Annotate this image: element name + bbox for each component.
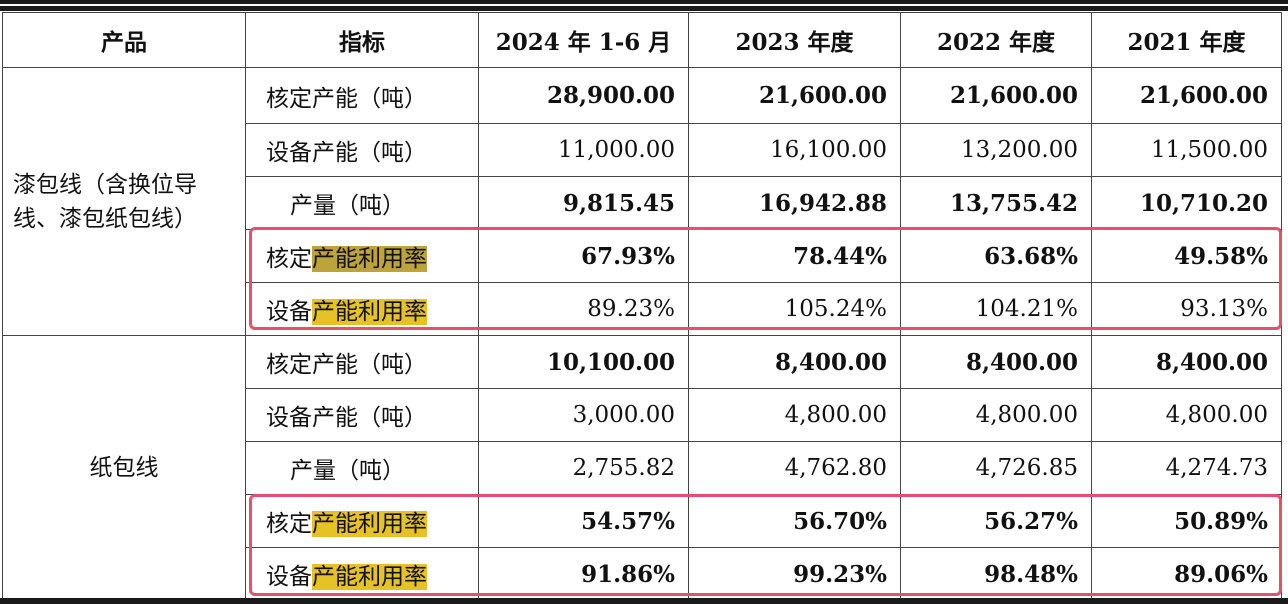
- value-cell: 89.06%: [1091, 547, 1282, 601]
- value-cell: 105.24%: [688, 282, 901, 336]
- value-cell: 91.86%: [478, 547, 689, 601]
- table-row: 产量（吨） 2,755.82 4,762.80 4,726.85 4,274.7…: [3, 441, 1282, 495]
- value-cell: 63.68%: [900, 229, 1092, 283]
- value-cell: 21,600.00: [688, 67, 901, 124]
- indicator-cell: 核定产能（吨）: [245, 335, 479, 389]
- capacity-table: 产品 指标 2024 年 1-6 月 2023 年度 2022 年度 2021 …: [2, 12, 1282, 601]
- value-cell: 16,942.88: [688, 176, 901, 230]
- value-cell: 54.57%: [478, 494, 689, 548]
- value-cell: 93.13%: [1091, 282, 1282, 336]
- value-cell: 4,800.00: [900, 388, 1092, 442]
- value-cell: 21,600.00: [900, 67, 1092, 124]
- header-cell: 2021 年度: [1091, 12, 1282, 68]
- value-cell: 50.89%: [1091, 494, 1282, 548]
- value-cell: 9,815.45: [478, 176, 689, 230]
- indicator-cell: 核定产能利用率: [245, 494, 479, 548]
- indicator-cell: 产量（吨）: [245, 176, 479, 230]
- value-cell: 56.70%: [688, 494, 901, 548]
- value-cell: 99.23%: [688, 547, 901, 601]
- value-cell: 13,755.42: [900, 176, 1092, 230]
- indicator-cell: 设备产能（吨）: [245, 123, 479, 177]
- value-cell: 67.93%: [478, 229, 689, 283]
- value-cell: 4,762.80: [688, 441, 901, 495]
- table-row: 漆包线（含换位导线、漆包纸包线） 核定产能（吨） 28,900.00 21,60…: [2, 67, 1282, 336]
- value-cell: 8,400.00: [688, 335, 901, 389]
- value-cell: 4,800.00: [1091, 388, 1282, 442]
- value-cell: 10,100.00: [478, 335, 689, 389]
- table-row: 产量（吨） 9,815.45 16,942.88 13,755.42 10,71…: [3, 176, 1282, 230]
- value-cell: 4,726.85: [900, 441, 1092, 495]
- product-cell: 纸包线: [2, 335, 246, 601]
- value-cell: 104.21%: [900, 282, 1092, 336]
- text-highlight: 产能利用率: [312, 564, 427, 590]
- value-cell: 10,710.20: [1091, 176, 1282, 230]
- value-cell: 28,900.00: [478, 67, 689, 124]
- header-cell: 2024 年 1-6 月: [478, 12, 689, 68]
- indicator-cell: 设备产能利用率: [245, 547, 479, 601]
- text-highlight: 产能利用率: [312, 246, 427, 272]
- value-cell: 16,100.00: [688, 123, 901, 177]
- value-cell: 78.44%: [688, 229, 901, 283]
- value-cell: 8,400.00: [900, 335, 1092, 389]
- product-cell: 漆包线（含换位导线、漆包纸包线）: [2, 67, 246, 336]
- table-row: 纸包线 核定产能（吨） 10,100.00 8,400.00 8,400.00 …: [2, 335, 1282, 601]
- indicator-cell: 核定产能利用率: [245, 229, 479, 283]
- header-cell: 产品: [2, 12, 246, 68]
- value-cell: 4,274.73: [1091, 441, 1282, 495]
- table-row: 设备产能利用率 91.86% 99.23% 98.48% 89.06%: [3, 547, 1282, 601]
- indicator-cell: 核定产能（吨）: [245, 67, 479, 124]
- header-cell: 指标: [245, 12, 479, 68]
- header-cell: 2023 年度: [688, 12, 901, 68]
- value-cell: 3,000.00: [478, 388, 689, 442]
- value-cell: 11,000.00: [478, 123, 689, 177]
- indicator-cell: 产量（吨）: [245, 441, 479, 495]
- value-cell: 56.27%: [900, 494, 1092, 548]
- value-cell: 98.48%: [900, 547, 1092, 601]
- text-highlight: 产能利用率: [312, 299, 427, 325]
- value-cell: 49.58%: [1091, 229, 1282, 283]
- value-cell: 8,400.00: [1091, 335, 1282, 389]
- header-cell: 2022 年度: [900, 12, 1092, 68]
- table-row: 设备产能（吨） 3,000.00 4,800.00 4,800.00 4,800…: [3, 388, 1282, 442]
- indicator-cell: 设备产能利用率: [245, 282, 479, 336]
- value-cell: 11,500.00: [1091, 123, 1282, 177]
- table-row: 核定产能利用率 54.57% 56.70% 56.27% 50.89%: [3, 494, 1282, 548]
- indicator-cell: 设备产能（吨）: [245, 388, 479, 442]
- header-row: 产品 指标 2024 年 1-6 月 2023 年度 2022 年度 2021 …: [2, 12, 1282, 68]
- value-cell: 13,200.00: [900, 123, 1092, 177]
- bottom-rule: [0, 598, 1288, 604]
- top-rule: [0, 0, 1288, 11]
- value-cell: 2,755.82: [478, 441, 689, 495]
- value-cell: 21,600.00: [1091, 67, 1282, 124]
- value-cell: 89.23%: [478, 282, 689, 336]
- text-highlight: 产能利用率: [312, 511, 427, 537]
- value-cell: 4,800.00: [688, 388, 901, 442]
